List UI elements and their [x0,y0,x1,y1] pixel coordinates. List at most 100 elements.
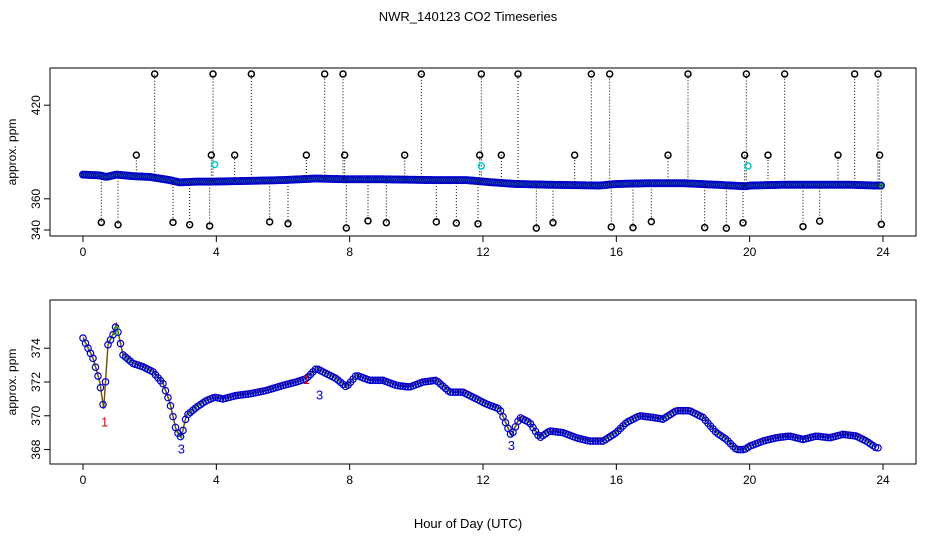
bottom-y-axis: 368 370 372 374 [29,338,50,460]
data-point [591,437,600,445]
data-point [726,439,735,448]
data-point [594,437,602,445]
data-point [556,428,565,437]
data-point [311,365,320,374]
data-point [734,445,742,454]
data-point [824,433,832,442]
data-point [816,432,825,441]
data-point [636,412,645,420]
flagged-point [742,70,751,78]
data-point [821,433,830,442]
flagged-point [382,218,391,227]
data-point [736,445,745,454]
series-line-alt [82,321,877,449]
series-line [82,321,877,451]
data-point [644,413,652,421]
data-point [404,383,412,391]
alt-point [477,162,486,170]
x-tick-label: 0 [80,473,87,487]
data-point [234,391,242,400]
flagged-point [474,220,482,228]
flagged-point [340,151,349,159]
data-point [781,432,790,441]
x-tick-label: 12 [476,473,490,487]
flagged-point [605,70,614,78]
flagged-point [150,70,159,78]
flagged-point [284,219,292,228]
data-point [429,376,437,385]
flagged-point [302,151,311,159]
data-point [236,391,245,399]
flagged-point [114,221,122,229]
flagged-point [320,70,329,78]
top-x-axis: 0 4 8 12 16 20 24 [80,236,890,259]
flagged-point [722,224,731,233]
x-tick-label: 20 [743,473,757,487]
data-point [676,406,685,415]
top-panel: 0 4 8 12 16 20 24 340 360 420 approx. ppm [5,67,917,259]
data-point [376,376,385,385]
data-point [91,363,100,372]
point-label: 3 [316,387,323,402]
data-point [819,433,827,441]
data-point [724,437,732,445]
point-label: 1 [101,414,108,429]
data-point [779,433,787,441]
flagged-point [764,151,772,159]
data-point [366,376,375,385]
flagged-point [417,70,426,78]
data-point [729,442,737,450]
flagged-point [647,217,656,226]
data-point [774,433,782,442]
data-point [814,432,822,441]
data-point [419,378,427,386]
data-point [784,432,792,441]
data-point [619,422,627,430]
y-tick-label: 370 [29,405,43,425]
y-tick-label: 372 [29,372,43,392]
flagged-point [664,151,672,159]
x-tick-label: 24 [876,473,890,487]
bottom-x-axis: 0 4 8 12 16 20 24 [80,464,890,487]
data-point [304,373,312,381]
data-point [116,339,125,348]
flagged-point [185,220,194,229]
alt-point [210,160,219,169]
flagged-point [475,151,484,159]
flagged-point [342,224,351,232]
top-plot-frame [49,67,917,237]
bottom-y-axis-title: approx. ppm [5,349,19,416]
flagged-point [230,151,239,159]
y-tick-label: 340 [29,220,43,240]
data-point [369,376,377,385]
data-point [446,388,455,396]
flagged-point [452,219,461,227]
flagged-point [877,220,886,229]
flagged-point [587,70,596,78]
flagged-point [815,217,824,225]
x-axis-title: Hour of Day (UTC) [414,516,522,531]
data-point [164,393,172,402]
flagged-points [97,70,886,233]
data-point [616,424,625,433]
data-point [641,412,650,421]
data-point [639,412,647,421]
x-tick-label: 4 [213,473,220,487]
flagged-point [629,223,637,232]
data-point [614,427,622,435]
data-point [874,444,882,452]
data-point [529,423,537,432]
point-label: 1 [303,372,310,387]
data-point [421,377,430,386]
data-point [681,406,690,415]
flagged-point [209,70,217,78]
data-point [101,378,110,386]
data-point [176,432,185,441]
point-label: 3 [178,441,185,456]
flagged-point [247,70,256,78]
data-point [374,376,382,385]
y-tick-label: 420 [29,95,43,115]
flagged-point [532,224,541,232]
alt-point [744,162,752,170]
